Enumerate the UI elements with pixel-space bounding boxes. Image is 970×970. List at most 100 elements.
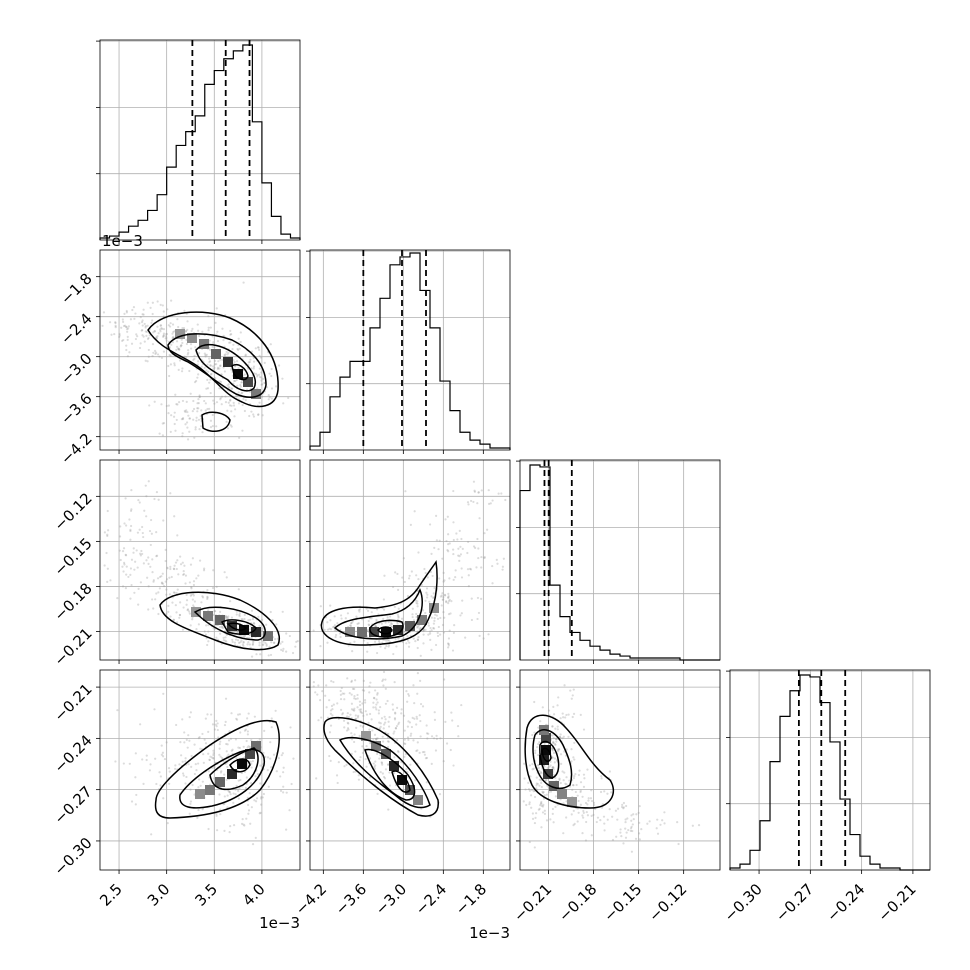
scatter-point (386, 616, 389, 619)
scatter-point (527, 781, 530, 784)
scatter-point (192, 580, 196, 583)
scatter-point (354, 679, 357, 682)
scatter-point (376, 691, 379, 695)
scatter-point (244, 354, 247, 357)
scatter-point (362, 679, 365, 682)
scatter-point (384, 718, 387, 721)
scatter-point (233, 360, 236, 364)
scatter-point (160, 581, 164, 584)
scatter-point (387, 808, 390, 811)
scatter-point (237, 779, 240, 782)
scatter-point (182, 573, 185, 576)
scatter-point (262, 792, 266, 796)
scatter-point (393, 681, 396, 684)
scatter-point (251, 843, 255, 846)
scatter-point (560, 762, 563, 765)
scatter-point (203, 399, 206, 403)
scatter-point (219, 755, 222, 758)
scatter-point (252, 413, 255, 416)
scatter-point (363, 698, 367, 702)
scatter-point (244, 728, 248, 731)
contour-line (539, 740, 560, 779)
contour-line (333, 588, 423, 640)
scatter-point (464, 636, 467, 639)
scatter-point (353, 687, 356, 691)
scatter-point (147, 348, 150, 352)
scatter-point (246, 643, 249, 646)
scatter-point (556, 725, 559, 728)
scatter-point (181, 760, 184, 763)
scatter-point (225, 420, 228, 423)
scatter-point (161, 434, 165, 437)
scatter-point (579, 803, 582, 806)
scatter-point (319, 699, 322, 702)
scatter-point (230, 332, 233, 336)
scatter-point (622, 842, 625, 845)
scatter-point (593, 803, 596, 807)
scatter-point (137, 587, 140, 590)
scatter-point (169, 615, 172, 618)
scatter-point (565, 816, 568, 819)
scatter-point (228, 341, 231, 344)
scatter-point (529, 775, 532, 778)
scatter-point (478, 517, 481, 520)
contour-line (323, 716, 439, 817)
scatter-point (227, 386, 231, 389)
scatter-point (226, 794, 229, 797)
scatter-point (219, 740, 222, 743)
scatter-point (121, 318, 124, 321)
scatter-point (502, 557, 505, 560)
scatter-point (346, 721, 349, 725)
scatter-point (228, 404, 232, 407)
scatter-point (257, 413, 260, 416)
scatter-point (439, 616, 442, 620)
scatter-point (254, 775, 257, 778)
scatter-point (174, 393, 177, 396)
scatter-point (562, 716, 565, 719)
scatter-point (270, 717, 273, 720)
scatter-point (235, 718, 239, 721)
scatter-point (272, 753, 276, 756)
scatter-point (168, 374, 171, 378)
scatter-point (176, 588, 179, 591)
scatter-point (164, 335, 168, 338)
density-cell (413, 795, 423, 805)
scatter-point (281, 752, 284, 755)
scatter-point (586, 814, 589, 817)
scatter-point (179, 741, 182, 744)
scatter-point (428, 600, 431, 603)
scatter-point (384, 647, 387, 650)
scatter-point (405, 690, 408, 693)
scatter-point (329, 619, 332, 622)
scatter-point (203, 738, 206, 741)
scatter-point (188, 610, 191, 613)
x-tick-label: −0.27 (772, 880, 817, 925)
scatter-point (576, 794, 579, 797)
scatter-point (403, 630, 406, 634)
scatter-point (329, 709, 333, 712)
density-cell (541, 745, 551, 755)
scatter-point (406, 700, 409, 703)
scatter-point (183, 309, 186, 312)
scatter-point (188, 581, 191, 584)
scatter-point (253, 799, 256, 802)
scatter-point (440, 604, 443, 607)
scatter-point (207, 827, 210, 831)
scatter-point (572, 809, 575, 812)
scatter-point (538, 769, 541, 772)
scatter-point (425, 732, 429, 735)
scatter-point (238, 713, 242, 716)
scatter-point (557, 749, 560, 753)
scatter-point (397, 607, 400, 610)
scatter-point (496, 562, 499, 565)
scatter-point (134, 752, 137, 755)
scatter-point (325, 706, 328, 709)
scatter-point (239, 340, 242, 344)
scatter-point (218, 753, 221, 756)
scatter-point (572, 688, 575, 691)
scatter-point (259, 356, 263, 359)
scatter-point (265, 644, 268, 647)
scatter-point (319, 605, 322, 608)
scatter-point (350, 702, 353, 705)
contour-line (209, 747, 259, 791)
